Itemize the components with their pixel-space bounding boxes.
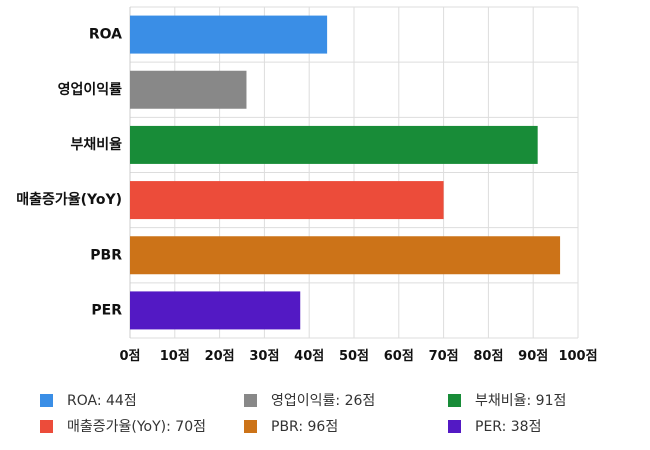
legend-label: 매출증가율(YoY): 70점	[67, 419, 206, 435]
x-tick-label: 90점	[518, 349, 548, 364]
legend-swatch	[40, 393, 53, 407]
x-tick-label: 20점	[205, 349, 235, 364]
legend-item: 매출증가율(YoY): 70점	[40, 416, 206, 436]
legend-item: PER: 38점	[448, 416, 541, 436]
legend-item: 부채비율: 91점	[448, 390, 566, 410]
legend-item: 영업이익률: 26점	[244, 390, 375, 410]
y-tick-label: 매출증가율(YoY)	[16, 191, 122, 208]
x-tick-label: 80점	[473, 349, 503, 364]
x-tick-label: 0점	[119, 349, 140, 364]
legend-label: ROA: 44점	[67, 393, 137, 409]
y-tick-label: 영업이익률	[58, 81, 123, 98]
legend-swatch	[244, 419, 257, 433]
legend-label: 부채비율: 91점	[475, 393, 567, 409]
legend-label: PER: 38점	[475, 419, 542, 435]
y-tick-label: PBR	[90, 247, 122, 263]
bar	[130, 70, 247, 109]
legend-label: 영업이익률: 26점	[271, 393, 376, 409]
bar	[130, 15, 328, 54]
bar	[130, 291, 301, 330]
x-tick-label: 30점	[249, 349, 279, 364]
x-tick-label: 40점	[294, 349, 324, 364]
x-tick-label: 50점	[339, 349, 369, 364]
grid-lines	[129, 6, 579, 339]
x-tick-label: 60점	[384, 349, 414, 364]
x-tick-label: 10점	[160, 349, 190, 364]
y-tick-label: ROA	[89, 27, 122, 43]
legend-item: PBR: 96점	[244, 416, 338, 436]
legend-label: PBR: 96점	[271, 419, 339, 435]
y-tick-label: PER	[91, 302, 122, 318]
bar	[130, 181, 444, 220]
x-tick-labels: 0점 10점 20점 30점 40점 50점 60점 70점 80점 90점 100점	[119, 349, 597, 364]
legend-swatch	[448, 393, 461, 407]
x-tick-label: 70점	[429, 349, 459, 364]
legend-swatch	[448, 419, 461, 433]
legend-item: ROA: 44점	[40, 390, 137, 410]
legend-swatch	[40, 419, 53, 433]
bar-series	[130, 15, 561, 330]
legend-swatch	[244, 393, 257, 407]
bar	[130, 125, 538, 164]
bar	[130, 236, 561, 275]
x-tick-label: 100점	[558, 349, 597, 364]
y-tick-label: 부채비율	[70, 136, 122, 153]
